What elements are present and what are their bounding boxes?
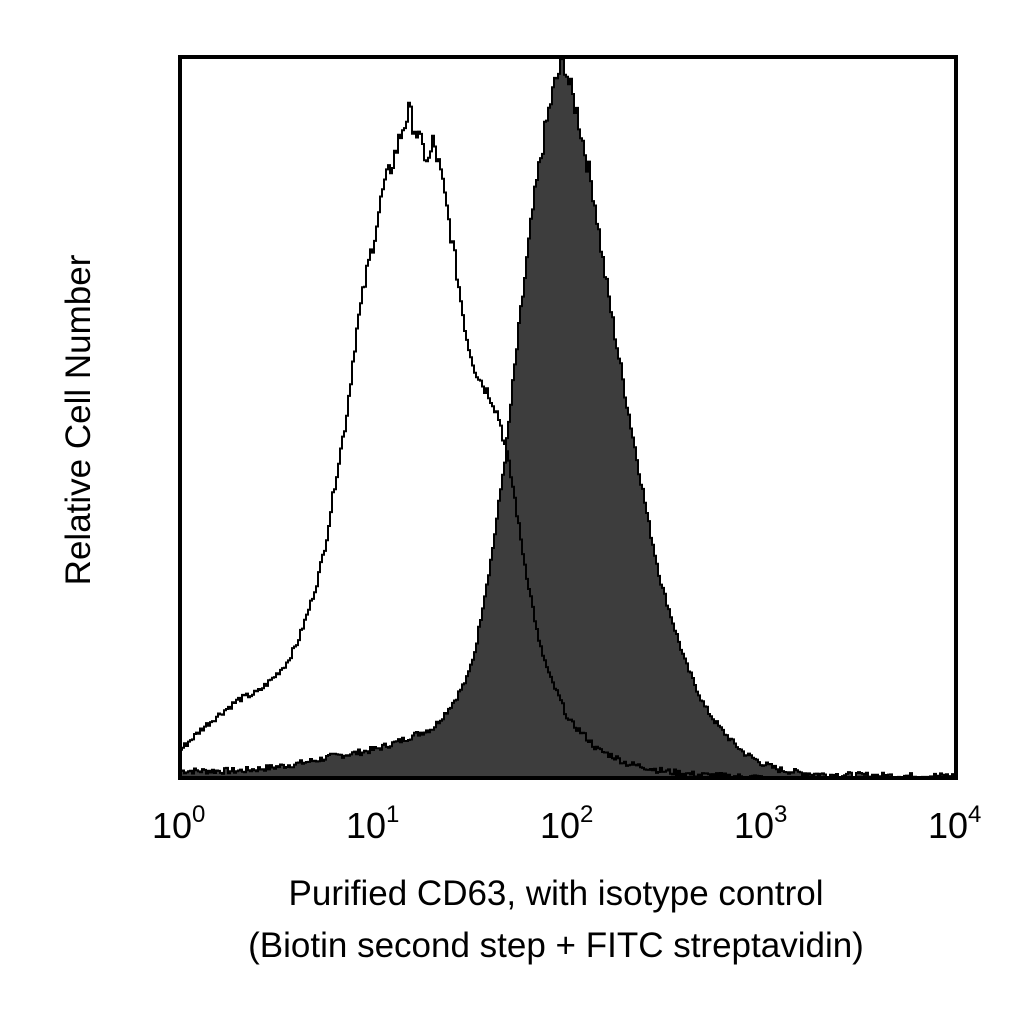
plot-frame	[178, 55, 958, 780]
x-tick-exponent: 2	[580, 801, 593, 828]
x-axis-title-line-1: Purified CD63, with isotype control	[289, 874, 824, 913]
x-tick-exponent: 4	[968, 801, 981, 828]
x-tick-label: 10 2	[540, 801, 593, 846]
x-tick-label: 10 4	[928, 801, 981, 846]
x-tick-base: 10	[152, 805, 192, 846]
x-tick-label: 10 0	[152, 801, 205, 846]
x-tick-labels: 10 0 10 1 10 2 10 3 10 4	[152, 801, 981, 846]
x-tick-base: 10	[734, 805, 774, 846]
x-tick-exponent: 0	[192, 801, 205, 828]
x-tick-label: 10 3	[734, 801, 787, 846]
x-tick-exponent: 3	[774, 801, 787, 828]
x-tick-label: 10 1	[346, 801, 399, 846]
x-tick-base: 10	[346, 805, 386, 846]
x-axis-title-line-2: (Biotin second step + FITC streptavidin)	[248, 926, 864, 965]
isotype-control-outline-series	[180, 101, 763, 779]
y-axis-title: Relative Cell Number	[59, 254, 98, 585]
x-tick-base: 10	[928, 805, 968, 846]
x-tick-exponent: 1	[386, 801, 399, 828]
x-tick-base: 10	[540, 805, 580, 846]
